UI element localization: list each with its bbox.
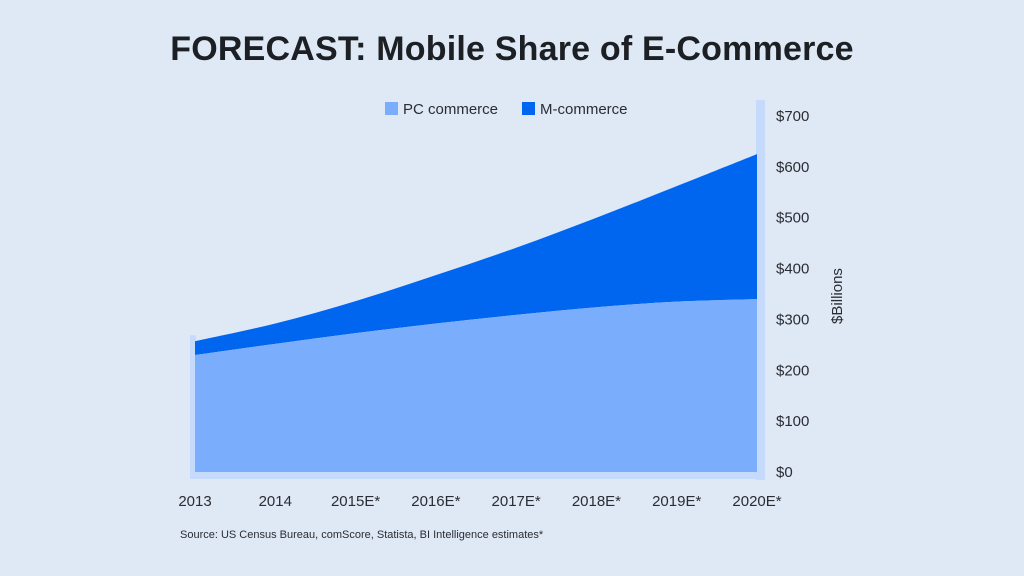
y-tick-label: $700 (776, 108, 809, 125)
x-tick-label: 2013 (178, 493, 211, 510)
y-tick-label: $200 (776, 362, 809, 379)
legend-item: M-commerce (522, 101, 628, 118)
legend-swatch (385, 102, 398, 115)
y-tick-label: $100 (776, 413, 809, 430)
legend-label: PC commerce (403, 101, 498, 118)
series-area-m-commerce (195, 154, 757, 356)
x-tick-label: 2015E* (331, 493, 380, 510)
legend: PC commerce M-commerce (385, 101, 628, 118)
y-tick-label: $500 (776, 210, 809, 227)
legend-label: M-commerce (540, 101, 628, 118)
x-tick-label: 2020E* (732, 493, 781, 510)
legend-swatch (522, 102, 535, 115)
y-tick-label: $0 (776, 464, 793, 481)
y-axis-label: $Billions (829, 268, 846, 324)
x-tick-label: 2014 (259, 493, 292, 510)
series-area-pc-commerce (195, 299, 757, 472)
source-note: Source: US Census Bureau, comScore, Stat… (180, 529, 544, 541)
left-frame-bar (190, 335, 196, 476)
x-tick-label: 2018E* (572, 493, 621, 510)
x-tick-label: 2017E* (492, 493, 541, 510)
axis-layer: $0 $100 $200 $300 $400 $500 $600 $700 $Billions 2… (178, 108, 846, 510)
right-frame-bar (756, 100, 765, 480)
x-tick-label: 2016E* (411, 493, 460, 510)
bottom-frame-bar (190, 471, 765, 479)
y-tick-label: $300 (776, 311, 809, 328)
y-tick-label: $400 (776, 261, 809, 278)
area-layer (190, 100, 765, 480)
chart-title: FORECAST: Mobile Share of E-Commerce (170, 30, 854, 68)
y-tick-label: $600 (776, 159, 809, 176)
legend-item: PC commerce (385, 101, 498, 118)
x-tick-label: 2019E* (652, 493, 701, 510)
